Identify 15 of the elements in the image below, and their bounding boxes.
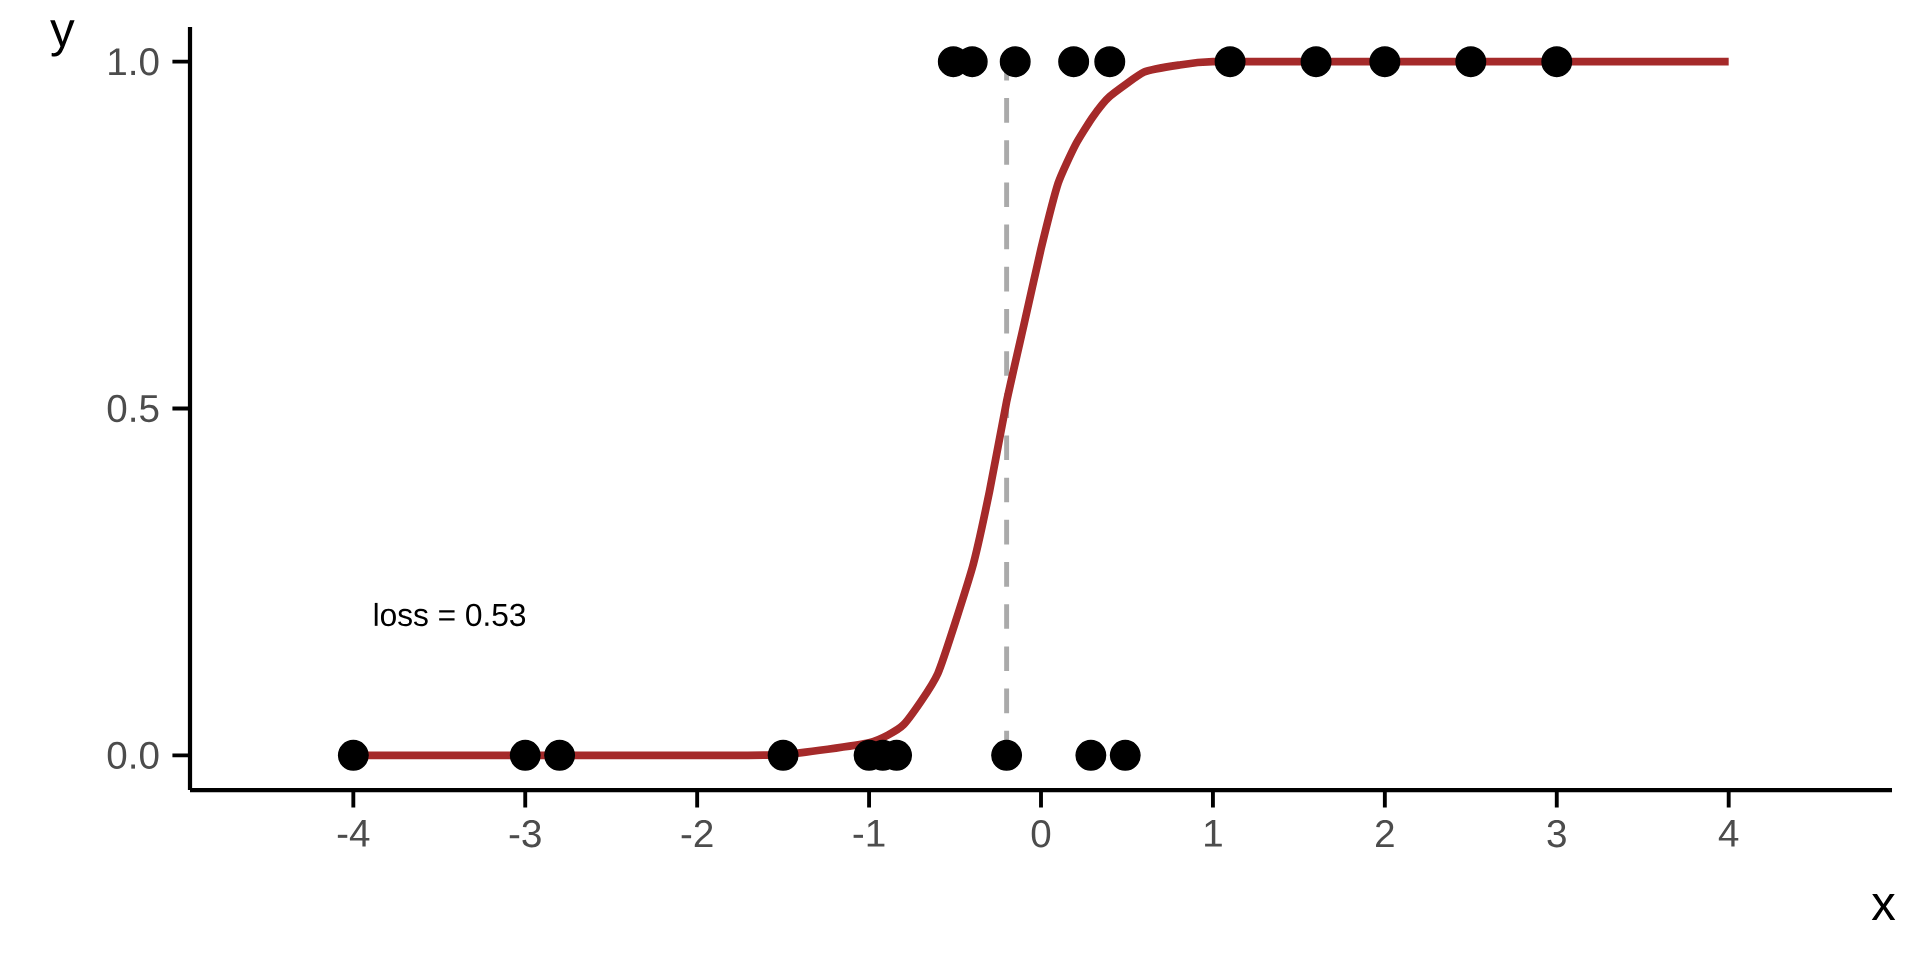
x-tick-label: 3 bbox=[1547, 820, 1566, 848]
annotation: loss = 0.53 bbox=[374, 602, 526, 627]
y-tick-label: 0.0 bbox=[107, 741, 159, 770]
x-tick-label: -1 bbox=[853, 820, 885, 847]
y-axis-title: y bbox=[50, 20, 75, 57]
y-tick-label: 0.5 bbox=[107, 394, 159, 423]
x-tick-label: 0 bbox=[1031, 820, 1051, 848]
x-tick-label: -3 bbox=[509, 820, 541, 848]
x-tick-label: 1 bbox=[1205, 820, 1222, 847]
x-tick-label: -2 bbox=[681, 820, 713, 847]
y-tick-label: 1.0 bbox=[109, 48, 159, 76]
x-tick-label: -4 bbox=[337, 820, 370, 847]
x-tick-label: 2 bbox=[1376, 820, 1394, 847]
x-tick-label: 4 bbox=[1718, 820, 1739, 847]
x-axis-title: x bbox=[1871, 893, 1896, 920]
